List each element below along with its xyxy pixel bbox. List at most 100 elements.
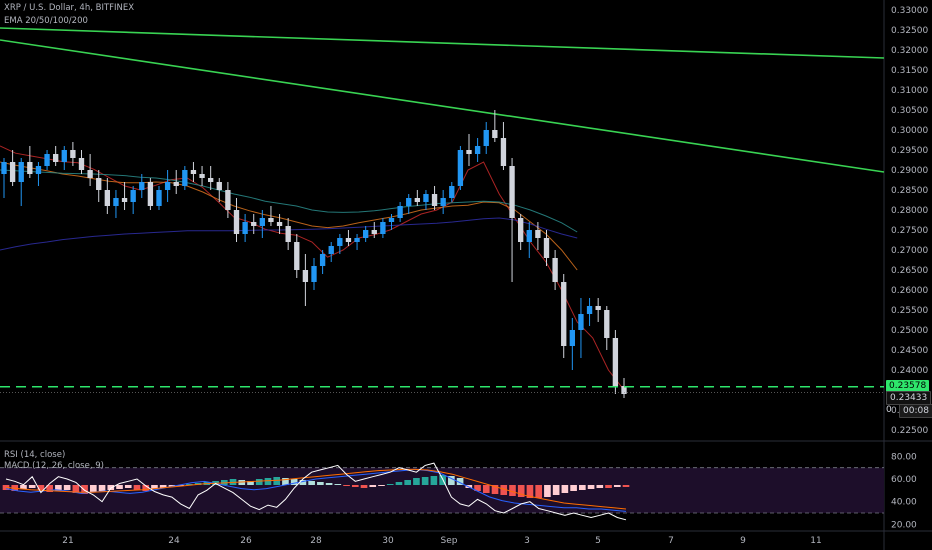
candle (1, 158, 7, 198)
macd-histogram-bar (325, 483, 333, 485)
macd-histogram-bar (482, 485, 490, 493)
candle (604, 306, 610, 350)
price-tick-label: 0.25000 (891, 326, 928, 336)
candle (397, 202, 403, 222)
candle (294, 234, 300, 278)
macd-histogram-bar (351, 485, 359, 487)
rsi-legend[interactable]: RSI (14, close) (4, 450, 66, 460)
candle-body (466, 150, 472, 154)
macd-histogram-bar (46, 485, 53, 492)
macd-histogram-bar (81, 485, 88, 494)
candle (216, 178, 222, 202)
macd-histogram-bar (579, 485, 586, 490)
candle (302, 254, 309, 306)
candle (319, 250, 326, 274)
candle (595, 298, 601, 322)
candle (61, 146, 67, 170)
candle-body (259, 218, 266, 226)
candle (535, 222, 541, 250)
candle-body (78, 158, 85, 170)
candle (182, 166, 188, 190)
macd-histogram-bar (360, 485, 368, 488)
candle-body (423, 194, 429, 202)
candle-body (242, 222, 248, 234)
time-tick-label: 21 (62, 536, 73, 546)
ema-line-3 (0, 169, 578, 233)
candle-body (578, 314, 584, 330)
candle-body (207, 178, 214, 182)
candle (431, 186, 438, 210)
candle (96, 170, 102, 202)
price-tick-label: 0.29500 (891, 146, 928, 156)
macd-histogram-bar (369, 485, 377, 487)
macd-histogram-bar (605, 485, 612, 488)
countdown-prefix: 0 (886, 405, 892, 415)
ema-legend[interactable]: EMA 20/50/100/200 (4, 16, 88, 26)
candle-body (285, 226, 291, 242)
macd-histogram-bar (552, 485, 560, 495)
macd-histogram-bar (544, 485, 551, 497)
candle-body (52, 154, 59, 162)
rsi-tick-label: 60.00 (891, 475, 917, 485)
candle-body (621, 386, 627, 394)
macd-legend[interactable]: MACD (12, 26, close, 9) (4, 461, 104, 471)
candle-body (18, 162, 24, 182)
candle-body (406, 198, 412, 206)
time-tick-label: 7 (668, 536, 674, 546)
price-tick-label: 0.31500 (891, 66, 928, 76)
candle-body (517, 218, 524, 242)
candle-body (225, 190, 231, 210)
macd-histogram-bar (343, 485, 350, 486)
candle (130, 186, 136, 214)
candle-body (397, 206, 403, 218)
macd-histogram-bar (587, 485, 595, 489)
candle-body (604, 310, 610, 338)
candle-body (173, 182, 179, 186)
macd-histogram-bar (491, 485, 499, 494)
trendline (0, 27, 885, 59)
candle (569, 318, 576, 370)
candle-body (595, 306, 601, 310)
candle-body (35, 166, 42, 174)
candle-body (319, 254, 326, 266)
candle (474, 138, 481, 162)
candle (612, 330, 619, 394)
candle (233, 198, 240, 242)
macd-histogram-bar (72, 485, 80, 493)
candle (362, 226, 369, 242)
macd-histogram-bar (28, 485, 36, 488)
rsi-tick-label: 40.00 (891, 498, 917, 508)
symbol-title: XRP / U.S. Dollar, 4h, BITFINEX (4, 3, 135, 13)
time-tick-label: 30 (382, 536, 394, 546)
macd-histogram-bar (570, 485, 577, 491)
candle (190, 162, 197, 182)
candle (121, 182, 128, 210)
candle (44, 150, 50, 170)
macd-histogram-bar (20, 485, 27, 489)
candle (543, 230, 550, 266)
candle-body (612, 338, 619, 386)
current-price-tag: 0.23433 (886, 391, 932, 405)
macd-histogram-bar (386, 484, 394, 485)
candle (440, 190, 446, 214)
candle-body (121, 198, 128, 202)
macd-histogram-bar (177, 485, 184, 486)
candle-body (345, 238, 352, 242)
macd-histogram-bar (596, 485, 604, 488)
candle-body (9, 162, 16, 182)
candle (586, 298, 593, 326)
macd-histogram-bar (142, 485, 150, 491)
macd-histogram-bar (378, 485, 385, 486)
candle (70, 142, 76, 166)
candle-body (276, 222, 283, 226)
macd-histogram-bar (37, 485, 45, 490)
price-tick-label: 0.31000 (891, 86, 928, 96)
candle-body (104, 190, 111, 206)
candle-body (61, 150, 67, 162)
price-tick-label: 0.22500 (891, 426, 928, 436)
candle (492, 110, 498, 142)
trendline (0, 39, 885, 173)
candle (207, 166, 214, 190)
macd-histogram-bar (63, 485, 71, 490)
